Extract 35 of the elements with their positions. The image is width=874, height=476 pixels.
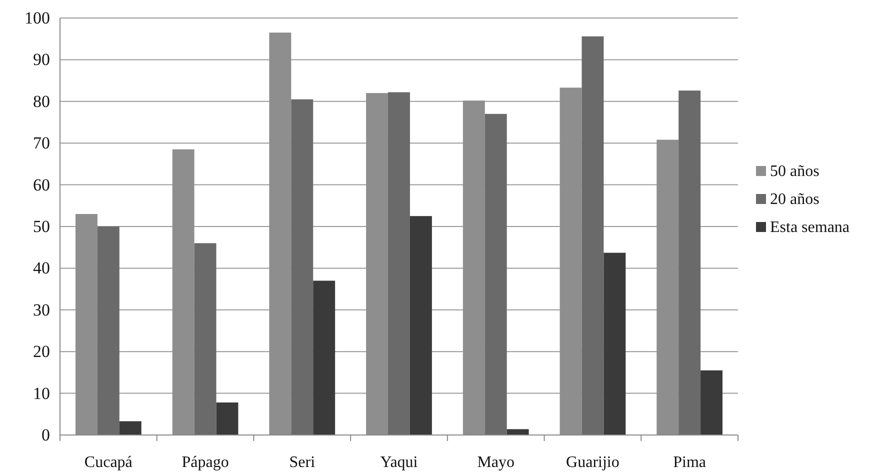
bar xyxy=(700,370,723,435)
y-tick-label: 20 xyxy=(33,342,50,362)
y-tick-label: 90 xyxy=(33,50,50,70)
x-tick-label: Mayo xyxy=(477,454,515,471)
y-tick-label: 80 xyxy=(33,92,50,111)
y-tick-label: 60 xyxy=(33,175,50,194)
bar xyxy=(604,252,626,435)
legend-label: 20 años xyxy=(770,191,820,208)
y-tick-label: 70 xyxy=(33,134,50,153)
bar xyxy=(582,36,604,435)
x-tick-label: Guarijio xyxy=(566,454,620,471)
bar xyxy=(313,280,336,435)
x-tick-label: Seri xyxy=(289,454,316,471)
x-tick-label: Cucapá xyxy=(84,454,132,471)
y-tick-label: 10 xyxy=(33,384,50,403)
y-tick-label: 100 xyxy=(24,8,50,28)
y-tick-label: 50 xyxy=(33,216,50,236)
bar xyxy=(97,226,120,435)
bar xyxy=(291,99,314,435)
bar xyxy=(410,216,432,435)
bar xyxy=(484,114,507,435)
bar xyxy=(119,421,142,435)
x-tick-label: Pápago xyxy=(182,454,229,471)
y-tick-label: 40 xyxy=(33,258,50,278)
x-tick-label: Pima xyxy=(673,454,706,471)
bar xyxy=(388,92,410,435)
bar xyxy=(216,402,238,435)
y-tick-label: 30 xyxy=(33,300,50,320)
legend-label: 50 años xyxy=(770,163,820,180)
y-tick-label: 0 xyxy=(42,425,50,444)
bar xyxy=(678,90,701,435)
legend-label: Esta semana xyxy=(770,219,850,236)
bar xyxy=(506,429,529,435)
x-tick-label: Yaqui xyxy=(380,454,418,471)
bar xyxy=(194,243,216,435)
